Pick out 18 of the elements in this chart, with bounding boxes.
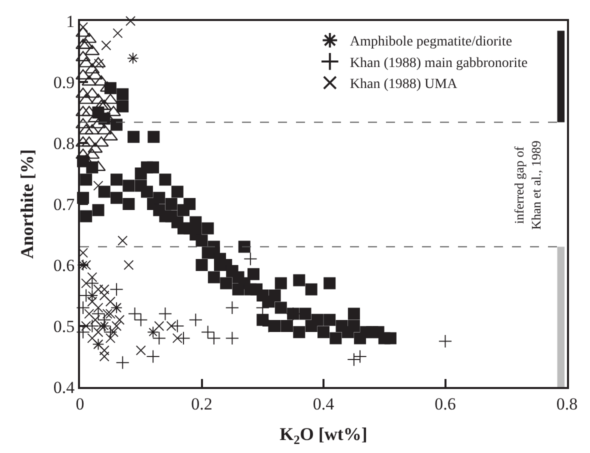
y-tick-label: 0.6 [53, 256, 75, 275]
legend-label: Khan (1988) main gabbronorite [350, 56, 528, 71]
y-tick-label: 0.7 [53, 194, 76, 214]
x-tick-label: 0.6 [434, 394, 456, 414]
x-tick-label: 0.8 [556, 394, 578, 414]
y-tick-label: 0.8 [53, 134, 75, 153]
y-tick-label: 0.9 [53, 72, 75, 92]
x-axis-title: K$_{2}$O [wt%] [280, 424, 368, 447]
x-tick-label: 0.2 [191, 394, 212, 414]
annotation: inferred gap of Khan et al., 1989 [511, 140, 544, 230]
y-axis-title: Anorthite [%] [17, 149, 38, 259]
legend-label: Khan (1988) UMA [350, 77, 458, 92]
y-tick-label: 0.5 [53, 316, 75, 336]
y-tick-label: 0.4 [53, 378, 76, 397]
legend-label: Amphibole pegmatite/diorite [350, 34, 512, 50]
y-tick-label: 1 [66, 12, 75, 31]
x-tick-label: 0 [76, 394, 84, 414]
x-tick-label: 0.4 [312, 394, 335, 414]
